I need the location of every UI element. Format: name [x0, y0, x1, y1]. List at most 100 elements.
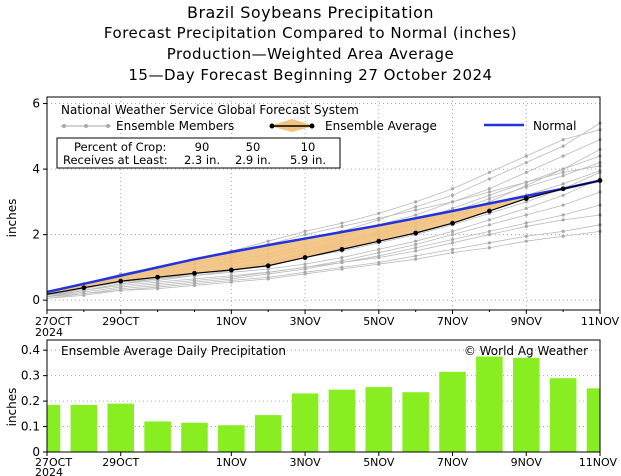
ensemble-member-point — [450, 193, 455, 197]
legend-members-dot — [62, 124, 66, 128]
top-legend: National Weather Service Global Forecast… — [61, 103, 576, 133]
daily-precip-bar — [512, 357, 540, 452]
top-x-tick-label: 9NOV — [511, 315, 543, 328]
legend-members-dot — [106, 124, 110, 128]
copyright-label: © World Ag Weather — [464, 344, 588, 358]
ensemble-average-line — [46, 179, 601, 295]
ensemble-member-point — [450, 200, 455, 204]
ensemble-average-point — [155, 274, 161, 280]
ensemble-member-point — [450, 229, 455, 233]
daily-precip-bar — [70, 404, 98, 452]
crop-table-row-value: 2.9 in. — [235, 153, 271, 167]
ensemble-member-point — [119, 288, 123, 292]
ensemble-member-point — [487, 187, 491, 191]
legend-average-dot — [309, 123, 315, 129]
ensemble-member-point — [450, 187, 455, 191]
top-y-tick-label: 0 — [32, 293, 40, 307]
ensemble-member-point — [450, 251, 455, 255]
ensemble-member-point — [487, 246, 491, 250]
ensemble-member-point — [377, 211, 381, 215]
ensemble-member-line — [46, 224, 601, 299]
ensemble-average-point — [413, 230, 419, 236]
ensemble-member-point — [156, 280, 160, 284]
normal-line — [46, 179, 601, 294]
bottom-x-tick-label: 5NOV — [363, 456, 395, 469]
bottom-x-tick-label: 29OCT — [102, 456, 139, 469]
daily-precip-bar — [476, 356, 503, 452]
ensemble-member-point — [561, 218, 565, 222]
ensemble-member-point — [414, 254, 418, 258]
daily-precip-bar — [586, 388, 600, 452]
ensemble-member-point — [377, 255, 381, 260]
crop-table-header-value: 50 — [246, 140, 261, 154]
ensemble-member-point — [450, 241, 455, 245]
bottom-plot-frame — [46, 339, 601, 453]
ensemble-member-point — [561, 138, 565, 142]
ensemble-member-point — [524, 170, 528, 174]
bottom-x-tick-label: 3NOV — [289, 456, 321, 469]
chart-title: Brazil Soybeans Precipitation — [186, 3, 435, 22]
ensemble-member-point — [229, 273, 233, 278]
bottom-chart-title: Ensemble Average Daily Precipitation — [61, 344, 286, 358]
top-x-tick-label: 7NOV — [437, 315, 469, 328]
ensemble-member-point — [266, 239, 270, 243]
crop-table-box — [56, 137, 341, 169]
bottom-x-tick-label: 27OCT — [35, 456, 72, 469]
daily-precip-bar — [328, 389, 356, 452]
ensemble-member-point — [303, 265, 307, 269]
ensemble-member-point — [561, 213, 565, 217]
ensemble-member-point — [487, 229, 491, 233]
ensemble-member-point — [487, 177, 491, 181]
ensemble-member-point — [377, 251, 381, 255]
ensemble-member-point — [524, 206, 528, 211]
ensemble-average-point — [265, 263, 271, 269]
ensemble-average-point — [228, 267, 234, 273]
ensemble-member-point — [303, 272, 307, 276]
legend-average-dot — [269, 123, 275, 129]
top-y-axis-label: inches — [5, 199, 19, 238]
ensemble-member-point — [561, 182, 565, 186]
ensemble-member-point — [487, 233, 491, 237]
ensemble-member-point — [192, 277, 197, 281]
ensemble-member-point — [377, 216, 381, 220]
ensemble-member-point — [487, 218, 491, 222]
crop-table-row-value: 5.9 in. — [290, 153, 326, 167]
ensemble-member-point — [450, 206, 455, 211]
ensemble-member-point — [561, 203, 565, 207]
ensemble-member-point — [524, 185, 528, 189]
ensemble-member-point — [229, 280, 233, 284]
ensemble-member-point — [524, 200, 528, 204]
ensemble-member-point — [414, 205, 418, 209]
bottom-x-tick-label: 1NOV — [216, 456, 248, 469]
ensemble-member-point — [561, 193, 565, 197]
daily-precip-bar — [365, 387, 393, 452]
ensemble-average-point — [81, 285, 87, 291]
system-label: National Weather Service Global Forecast… — [61, 103, 359, 117]
ensemble-average-point — [118, 278, 124, 284]
chart-subtitle-2: Production—Weighted Area Average — [166, 45, 455, 63]
daily-precip-bar — [439, 371, 466, 452]
top-x-tick-label: 11NOV — [581, 315, 620, 328]
ensemble-member-point — [414, 200, 418, 204]
ensemble-member-point — [524, 213, 528, 217]
bottom-x-tick-label: 7NOV — [437, 456, 469, 469]
bottom-y-tick-label: 0.1 — [21, 420, 40, 434]
ensemble-member-point — [414, 257, 418, 261]
ensemble-member-point — [266, 270, 270, 274]
crop-table-row-label: Receives at Least: — [63, 153, 168, 167]
bottom-x-tick-label: 2024 — [35, 466, 63, 476]
ensemble-member-point — [524, 154, 528, 158]
crop-table-header-value: 10 — [301, 140, 316, 154]
ensemble-average-point — [487, 208, 492, 214]
ensemble-member-point — [524, 160, 528, 165]
ensemble-member-point — [561, 154, 565, 158]
crop-table-header-label: Percent of Crop: — [74, 140, 166, 154]
crop-table-row-value: 2.3 in. — [184, 153, 220, 167]
ensemble-member-point — [340, 255, 344, 260]
ensemble-member-point — [561, 167, 565, 171]
legend-members-dot — [84, 124, 88, 128]
chart-titles: Brazil Soybeans Precipitation Forecast P… — [0, 2, 621, 86]
ensemble-member-line — [46, 204, 601, 299]
